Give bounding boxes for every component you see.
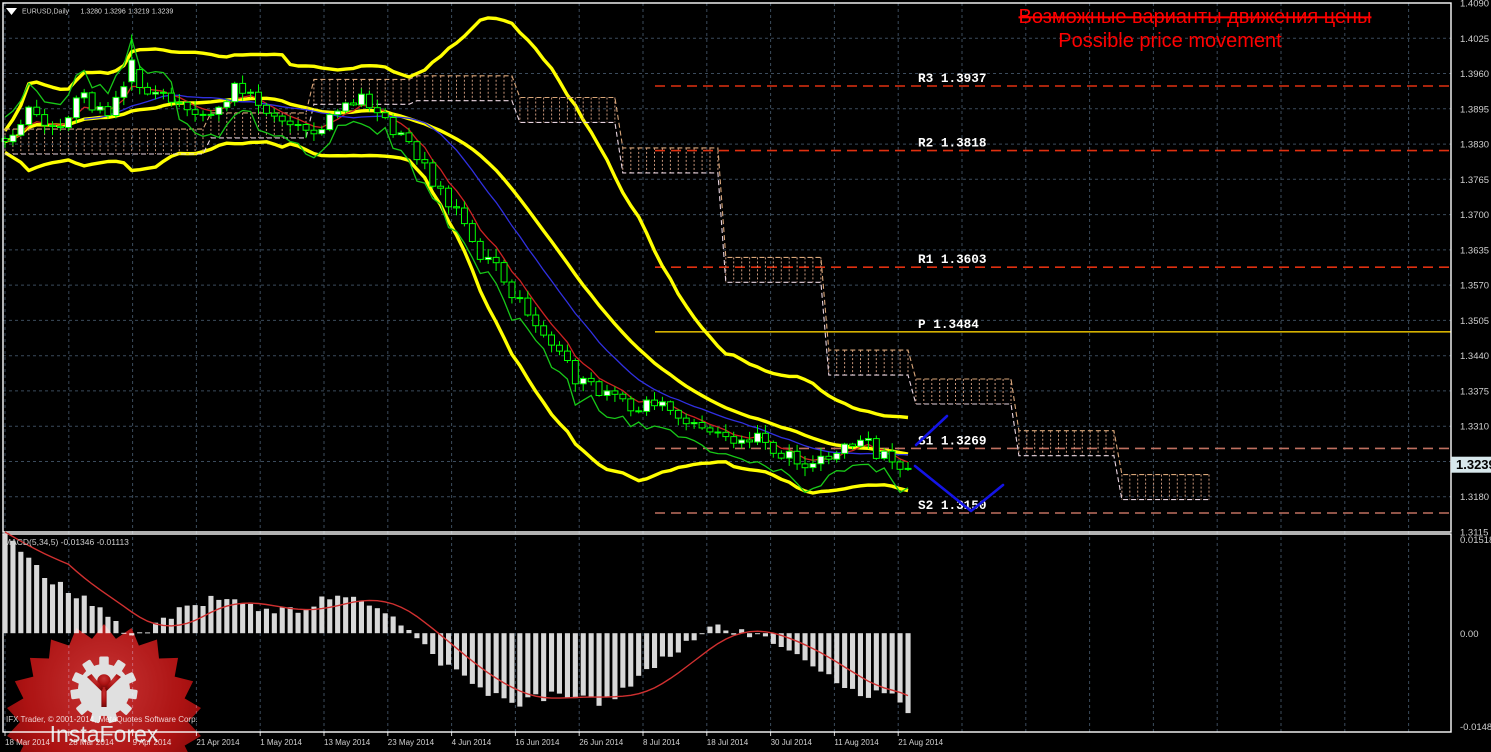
- svg-text:1.3375: 1.3375: [1460, 386, 1489, 397]
- svg-text:MACD(5,34,5) -0.01346 -0.01113: MACD(5,34,5) -0.01346 -0.01113: [4, 537, 129, 547]
- svg-text:R2 1.3818: R2 1.3818: [918, 136, 987, 151]
- svg-text:21 Aug 2014: 21 Aug 2014: [898, 738, 943, 747]
- svg-text:S1 1.3269: S1 1.3269: [918, 433, 987, 448]
- svg-text:1.3635: 1.3635: [1460, 245, 1489, 256]
- svg-text:1.3830: 1.3830: [1460, 140, 1489, 151]
- svg-text:1.3310: 1.3310: [1460, 422, 1489, 433]
- svg-text:26 Jun 2014: 26 Jun 2014: [579, 738, 624, 747]
- svg-text:23 May 2014: 23 May 2014: [388, 738, 435, 747]
- svg-text:1.3280: 1.3280: [81, 9, 103, 16]
- svg-text:1.3440: 1.3440: [1460, 351, 1489, 362]
- svg-text:1.3505: 1.3505: [1460, 316, 1489, 327]
- svg-text:0.01518: 0.01518: [1460, 535, 1491, 546]
- svg-text:8 Jul 2014: 8 Jul 2014: [643, 738, 680, 747]
- svg-text:13 May 2014: 13 May 2014: [324, 738, 371, 747]
- svg-text:1.3180: 1.3180: [1460, 492, 1489, 503]
- svg-text:1.3960: 1.3960: [1460, 69, 1489, 80]
- svg-text:1.3895: 1.3895: [1460, 104, 1489, 115]
- svg-text:-0.01482: -0.01482: [1460, 722, 1491, 733]
- svg-text:11 Aug 2014: 11 Aug 2014: [834, 738, 879, 747]
- svg-text:Possible price movement: Possible price movement: [1058, 30, 1282, 52]
- svg-text:1 May 2014: 1 May 2014: [260, 738, 302, 747]
- svg-text:30 Jul 2014: 30 Jul 2014: [771, 738, 813, 747]
- svg-text:1.3219: 1.3219: [128, 9, 150, 16]
- svg-text:1.3239: 1.3239: [152, 9, 174, 16]
- svg-text:16 Jun 2014: 16 Jun 2014: [515, 738, 560, 747]
- svg-text:1.3765: 1.3765: [1460, 175, 1489, 186]
- svg-text:R1 1.3603: R1 1.3603: [918, 252, 987, 267]
- svg-text:1.3239: 1.3239: [1456, 457, 1491, 472]
- svg-text:InstaForex: InstaForex: [50, 721, 159, 747]
- svg-text:1.3570: 1.3570: [1460, 281, 1489, 292]
- svg-text:R3 1.3937: R3 1.3937: [918, 71, 987, 86]
- svg-text:18 Jul 2014: 18 Jul 2014: [707, 738, 749, 747]
- svg-text:1.4025: 1.4025: [1460, 34, 1489, 45]
- svg-text:1.4090: 1.4090: [1460, 0, 1489, 10]
- svg-text:4 Jun 2014: 4 Jun 2014: [452, 738, 492, 747]
- svg-text:EURUSD,Daily: EURUSD,Daily: [22, 9, 70, 16]
- svg-text:Возможные варианты движения це: Возможные варианты движения цены: [1019, 6, 1372, 28]
- svg-text:P 1.3484: P 1.3484: [918, 317, 979, 332]
- svg-text:1.3296: 1.3296: [104, 9, 126, 16]
- svg-text:0.00: 0.00: [1460, 629, 1479, 640]
- svg-text:1.3700: 1.3700: [1460, 210, 1489, 221]
